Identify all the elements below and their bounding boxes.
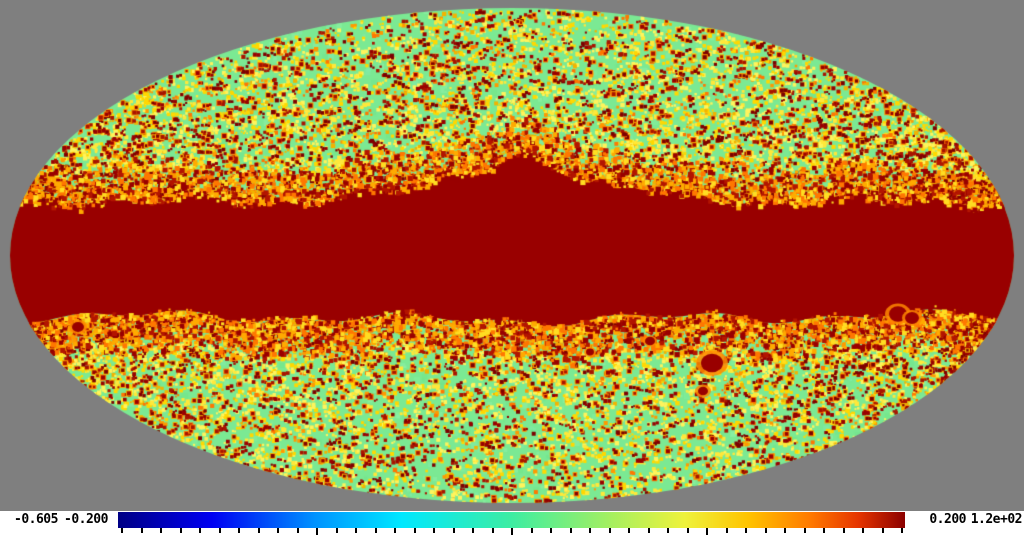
- colorbar-tick: [179, 528, 182, 533]
- colorbar-tick: [238, 528, 240, 533]
- colorbar-low-label: -0.200: [64, 512, 108, 527]
- colorbar-tick: [881, 528, 884, 533]
- colorbar-tick: [491, 528, 494, 533]
- colorbar-tick: [667, 528, 669, 533]
- colorbar-tick: [511, 528, 513, 535]
- colorbar-tick: [199, 528, 201, 533]
- colorbar-tick: [862, 528, 864, 533]
- colorbar-tick: [413, 528, 416, 533]
- colorbar-tick: [433, 528, 435, 533]
- colorbar-tick: [725, 528, 728, 533]
- mollweide-sky-map-canvas: [0, 0, 1024, 511]
- colorbar-gradient: [118, 512, 905, 528]
- colorbar-tick: [784, 528, 786, 533]
- colorbar-tick: [803, 528, 806, 533]
- colorbar-tick: [764, 528, 767, 533]
- colorbar-tick: [374, 528, 377, 533]
- colorbar-tick: [296, 528, 299, 533]
- colorbar-tick: [589, 528, 591, 533]
- colorbar-tick: [608, 528, 611, 533]
- colorbar-tick: [277, 528, 279, 533]
- colorbar-tick: [628, 528, 630, 533]
- colorbar-tick: [394, 528, 396, 533]
- colorbar-max-label: 1.2e+02: [970, 512, 1023, 527]
- colorbar-high-label: 0.200: [929, 512, 966, 527]
- colorbar-tick: [160, 528, 162, 533]
- colorbar-tick: [842, 528, 845, 533]
- colorbar-tick: [316, 528, 318, 535]
- colorbar-tick: [452, 528, 455, 533]
- colorbar-ticks: [118, 528, 905, 535]
- colorbar-tick: [745, 528, 747, 533]
- colorbar-tick: [218, 528, 221, 533]
- colorbar-tick: [530, 528, 533, 533]
- colorbar-strip: -0.605 -0.200 0.200 1.2e+02: [0, 511, 1024, 535]
- colorbar-tick: [140, 528, 143, 533]
- colorbar-tick: [823, 528, 825, 533]
- colorbar-tick: [569, 528, 572, 533]
- colorbar-tick: [472, 528, 474, 533]
- colorbar-tick: [355, 528, 357, 533]
- colorbar-tick: [121, 528, 123, 533]
- colorbar-tick: [335, 528, 338, 533]
- colorbar-tick: [706, 528, 708, 535]
- colorbar-tick: [257, 528, 260, 533]
- colorbar-tick: [647, 528, 650, 533]
- colorbar-tick: [550, 528, 552, 533]
- colorbar-tick: [686, 528, 689, 533]
- colorbar-tick: [901, 528, 903, 533]
- colorbar-min-label: -0.605: [14, 512, 58, 527]
